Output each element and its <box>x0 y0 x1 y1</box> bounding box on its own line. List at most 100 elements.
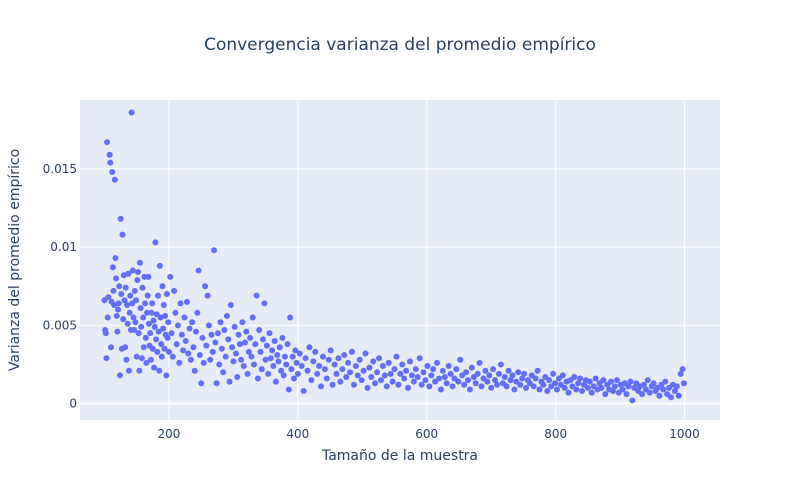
data-point <box>203 342 210 349</box>
data-point <box>321 366 328 373</box>
data-point <box>416 355 423 362</box>
data-point <box>253 292 260 299</box>
data-point <box>565 389 572 396</box>
data-point <box>287 314 294 321</box>
data-point <box>650 380 657 387</box>
data-point <box>195 267 202 274</box>
data-point <box>339 366 346 373</box>
data-point <box>573 386 580 393</box>
data-point <box>461 381 468 388</box>
x-tick-label: 600 <box>415 427 438 441</box>
data-point <box>414 373 421 380</box>
data-point <box>181 314 188 321</box>
chart-title: Convergencia varianza del promedio empír… <box>204 35 596 55</box>
data-point <box>426 383 433 390</box>
data-point <box>207 356 214 363</box>
data-point <box>497 361 504 368</box>
data-point <box>389 378 396 385</box>
data-point <box>109 264 116 271</box>
data-point <box>412 366 419 373</box>
data-point <box>269 347 276 354</box>
data-point <box>391 366 398 373</box>
data-point <box>517 381 524 388</box>
data-point <box>408 372 415 379</box>
data-point <box>160 301 167 308</box>
data-point <box>263 342 270 349</box>
data-point <box>523 384 529 391</box>
data-point <box>174 322 181 329</box>
data-point <box>362 350 369 357</box>
data-point <box>143 359 150 366</box>
data-point <box>131 327 138 334</box>
data-point <box>117 215 124 222</box>
data-point <box>302 355 309 362</box>
data-point <box>463 369 470 376</box>
data-point <box>519 375 526 382</box>
data-point <box>107 159 114 166</box>
data-point <box>484 378 491 385</box>
data-point <box>245 348 252 355</box>
data-point <box>571 373 578 380</box>
data-point <box>147 356 154 363</box>
data-point <box>546 377 553 384</box>
data-point <box>354 372 361 379</box>
y-axis-title: Varianza del promedio empírico <box>7 149 23 371</box>
data-point <box>110 287 117 294</box>
data-point <box>679 366 686 373</box>
data-point <box>308 377 315 384</box>
data-point <box>281 353 288 360</box>
data-point <box>159 283 166 290</box>
data-point <box>149 300 156 307</box>
data-point <box>196 352 203 359</box>
data-point <box>559 372 566 379</box>
data-point <box>132 319 139 326</box>
data-point <box>680 380 687 387</box>
data-point <box>182 337 189 344</box>
data-point <box>105 294 112 301</box>
data-point <box>278 367 285 374</box>
data-point <box>158 341 165 348</box>
data-point <box>220 369 227 376</box>
data-point <box>139 284 146 291</box>
data-point <box>205 322 212 329</box>
data-point <box>598 384 605 391</box>
data-point <box>209 348 216 355</box>
data-point <box>104 139 111 146</box>
data-point <box>495 370 502 377</box>
data-point <box>113 275 120 282</box>
x-tick-label: 200 <box>157 427 180 441</box>
data-point <box>153 336 160 343</box>
data-point <box>111 176 118 183</box>
data-point <box>530 383 537 390</box>
data-point <box>656 392 663 399</box>
data-point <box>379 363 386 370</box>
data-point <box>314 370 321 377</box>
data-point <box>226 378 233 385</box>
data-point <box>136 367 143 374</box>
data-point <box>575 380 582 387</box>
data-point <box>136 259 143 266</box>
data-point <box>145 320 152 327</box>
data-point <box>137 305 144 312</box>
data-point <box>271 337 278 344</box>
data-point <box>162 312 169 319</box>
data-point <box>151 323 158 330</box>
data-point <box>140 314 147 321</box>
data-point <box>509 372 516 379</box>
data-point <box>216 361 223 368</box>
data-point <box>115 306 122 313</box>
data-point <box>135 330 142 337</box>
data-point <box>403 367 410 374</box>
scatter-points <box>101 109 687 404</box>
data-point <box>131 287 138 294</box>
data-point <box>168 330 175 337</box>
data-point <box>154 348 161 355</box>
data-point <box>511 386 518 393</box>
data-point <box>230 358 237 365</box>
data-point <box>335 355 342 362</box>
data-point <box>129 267 136 274</box>
data-point <box>254 375 261 382</box>
data-point <box>124 301 131 308</box>
data-point <box>152 239 159 246</box>
data-point <box>248 353 255 360</box>
